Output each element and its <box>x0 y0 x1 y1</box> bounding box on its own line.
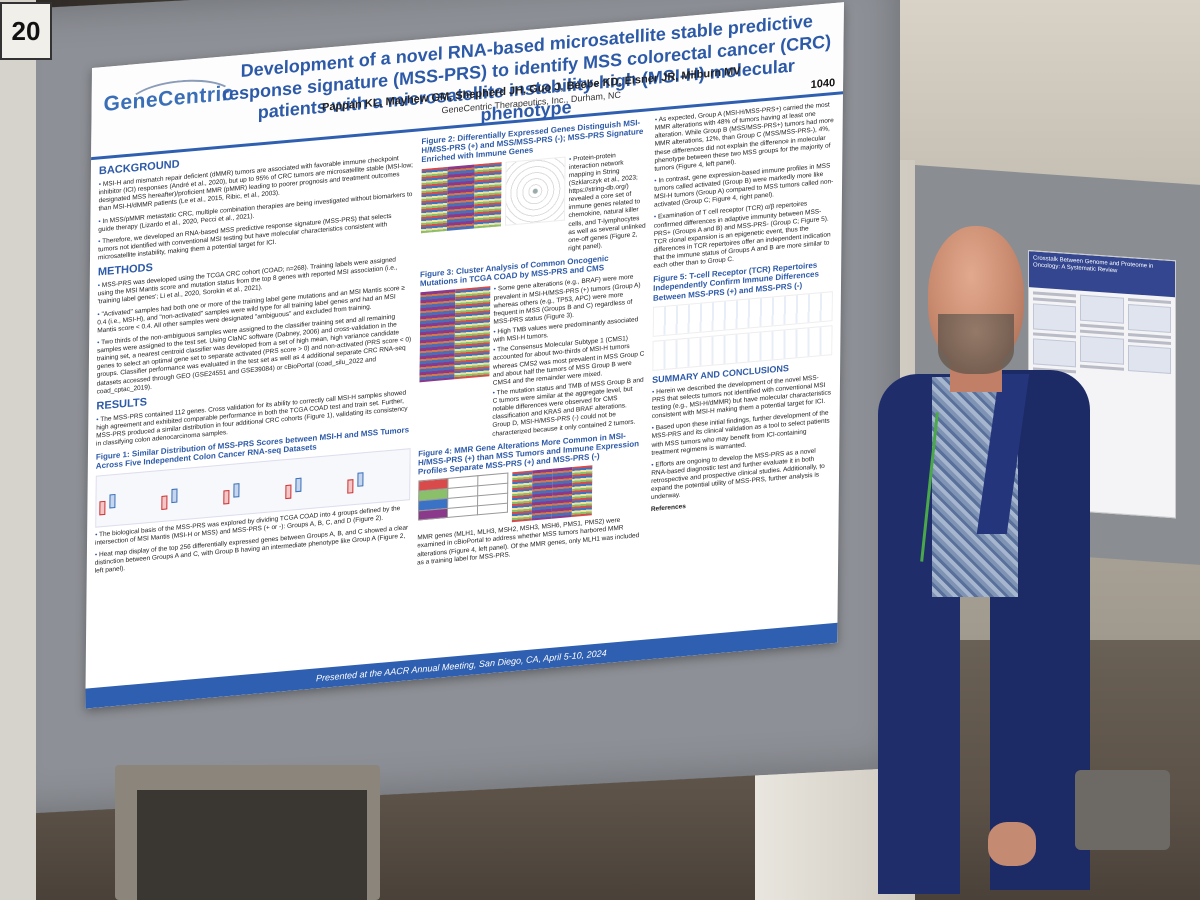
figure-2-text: Protein-protein interaction network mapp… <box>568 149 647 253</box>
figure-3-mutation-plot <box>418 286 490 383</box>
boxplot-panel <box>99 474 158 523</box>
beard <box>938 314 1014 374</box>
figure-2-panels: Protein-protein interaction network mapp… <box>420 149 647 266</box>
board-number: 20 <box>0 2 52 60</box>
board-frame-post <box>0 0 36 900</box>
poster-column-1: BACKGROUND MSI-H and mismatch repair def… <box>94 138 414 674</box>
boxplot-panel <box>346 452 406 501</box>
hand <box>988 822 1036 866</box>
figure-4-heatmap <box>511 465 592 523</box>
figure-2-network <box>504 156 566 226</box>
figure-3-panels: Some gene alterations (e.g., BRAF) were … <box>418 273 645 445</box>
boxplot-panel <box>285 458 344 507</box>
poster-column-3: As expected, Group A (MSI-H/MSS-PRS+) ca… <box>650 101 835 625</box>
chair <box>1075 770 1170 850</box>
presenter <box>870 222 1090 900</box>
poster-body: BACKGROUND MSI-H and mismatch repair def… <box>86 94 843 680</box>
poster-number: 1040 <box>810 76 836 92</box>
figure-2-heatmap <box>420 161 502 233</box>
poster-column-2: Figure 2: Differentially Expressed Genes… <box>416 117 647 645</box>
figure-4-table <box>417 473 508 521</box>
figure-3-bullets: Some gene alterations (e.g., BRAF) were … <box>492 273 645 439</box>
research-poster: GeneCentric Development of a novel RNA-b… <box>85 2 844 709</box>
boxplot-panel <box>161 468 220 517</box>
chair-seat <box>137 790 367 900</box>
boxplot-panel <box>223 463 282 512</box>
neighbor-poster-column <box>1127 297 1171 380</box>
column-3-bullet: As expected, Group A (MSI-H/MSS-PRS+) ca… <box>654 101 835 174</box>
column-3-bullet: Examination of T cell receptor (TCR) α/β… <box>653 198 834 271</box>
